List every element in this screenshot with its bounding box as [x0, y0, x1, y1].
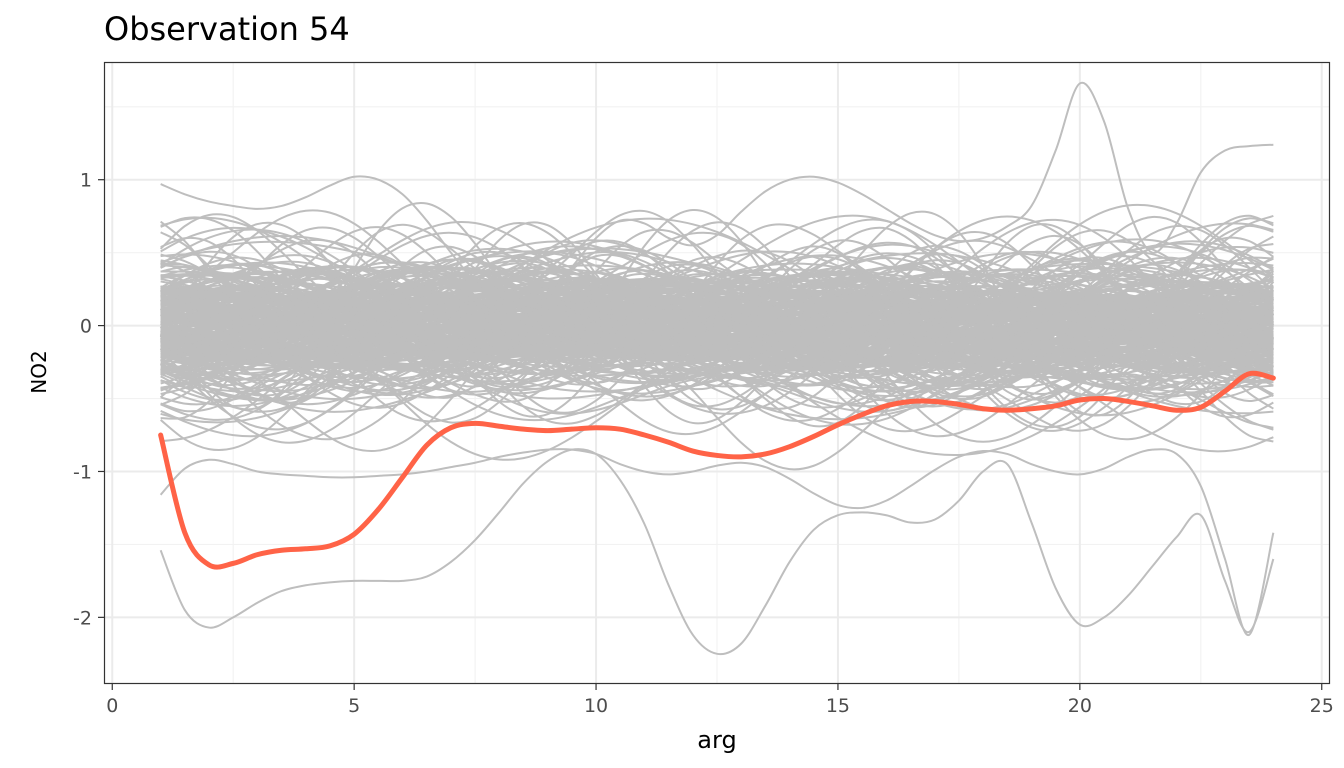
- background-curve: [160, 294, 1274, 360]
- background-curve: [160, 284, 1274, 370]
- background-curve: [160, 252, 1274, 413]
- background-curve: [160, 295, 1274, 358]
- background-curve: [160, 265, 1274, 378]
- background-curves: [159, 81, 1275, 656]
- y-axis-title: NO2: [27, 350, 51, 393]
- background-curve: [160, 269, 1274, 409]
- background-curve: [160, 234, 1274, 425]
- background-curve: [160, 209, 1274, 443]
- plot-panel-border: [103, 61, 1331, 685]
- background-curve: [160, 300, 1274, 368]
- y-axis: -2 -1 0 1: [73, 170, 105, 629]
- background-curve: [160, 256, 1274, 364]
- background-curve: [160, 296, 1274, 356]
- background-curve: [160, 284, 1274, 362]
- background-curve: [160, 294, 1274, 379]
- x-tick-label: 10: [584, 695, 608, 717]
- highlight-curve-group: [158, 370, 1276, 570]
- background-curve: [159, 448, 1275, 656]
- y-tick-label: -2: [73, 607, 92, 629]
- y-tick-label: -1: [73, 461, 92, 483]
- background-curve: [160, 278, 1274, 357]
- x-axis: 0 5 10 15 20 25: [106, 683, 1334, 717]
- background-curve: [160, 245, 1274, 453]
- background-curve: [160, 259, 1274, 417]
- x-tick-label: 20: [1068, 695, 1092, 717]
- background-curve: [159, 448, 1275, 636]
- background-curve: [160, 279, 1274, 389]
- x-tick-label: 5: [348, 695, 360, 717]
- x-axis-title: arg: [697, 726, 736, 754]
- y-tick-label: 1: [80, 170, 92, 192]
- x-tick-label: 25: [1310, 695, 1334, 717]
- background-curve: [159, 229, 1274, 408]
- y-tick-label: 0: [80, 316, 92, 338]
- background-curve: [160, 81, 1274, 313]
- background-curve: [160, 288, 1274, 353]
- background-curve: [160, 247, 1274, 393]
- background-curve: [160, 273, 1274, 393]
- background-curve: [160, 277, 1274, 360]
- chart-title: Observation 54: [104, 10, 350, 48]
- background-curve: [160, 235, 1274, 375]
- x-tick-label: 15: [826, 695, 850, 717]
- highlight-curve: [158, 370, 1276, 570]
- x-tick-label: 0: [106, 695, 118, 717]
- background-curve: [160, 238, 1274, 471]
- background-curve: [160, 231, 1274, 425]
